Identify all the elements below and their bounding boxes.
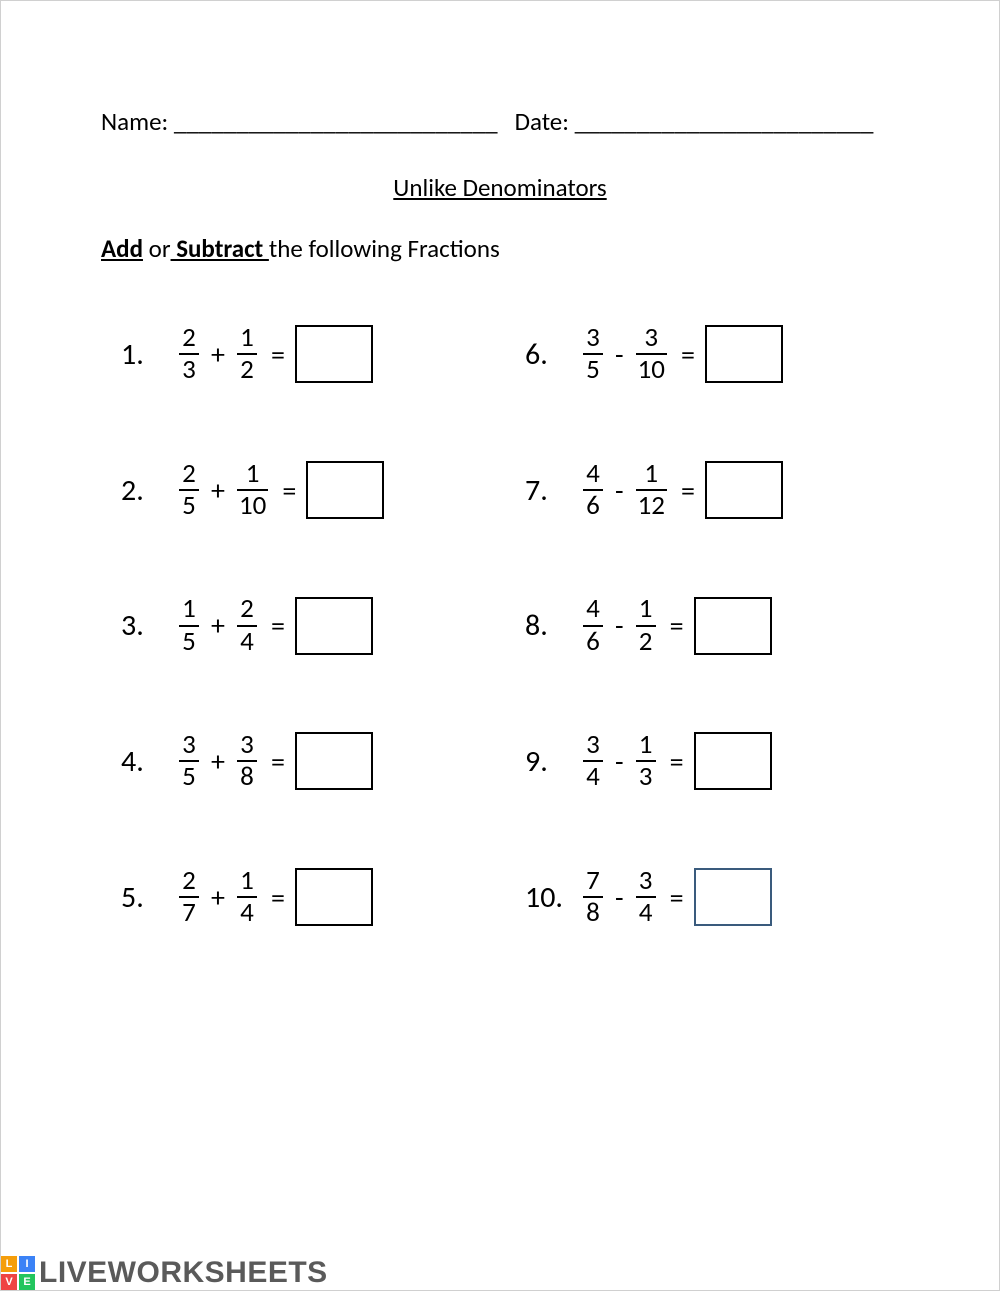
answer-box-9[interactable] xyxy=(694,732,772,790)
operator: - xyxy=(615,880,624,915)
operator: - xyxy=(615,608,624,643)
logo-cell: I xyxy=(19,1256,35,1272)
equals: = xyxy=(670,608,684,643)
problem-number: 6. xyxy=(525,336,583,373)
fraction-3b: 24 xyxy=(237,595,257,656)
date-blank[interactable]: ________________________ xyxy=(575,106,874,137)
operator: - xyxy=(615,473,624,508)
problem-number: 1. xyxy=(121,336,179,373)
equals: = xyxy=(271,744,285,779)
answer-box-6[interactable] xyxy=(705,325,783,383)
problem-2: 2. 25 + 110 = xyxy=(121,460,495,521)
operator: + xyxy=(211,337,225,372)
answer-box-2[interactable] xyxy=(306,461,384,519)
problem-4: 4. 35 + 38 = xyxy=(121,731,495,792)
fraction-6a: 35 xyxy=(583,324,603,385)
instruction-rest: the following Fractions xyxy=(269,233,500,264)
worksheet-page: Name: __________________________ Date: _… xyxy=(0,0,1000,1291)
fraction-1b: 12 xyxy=(237,324,257,385)
fraction-8a: 46 xyxy=(583,595,603,656)
instruction-add: Add xyxy=(101,233,143,264)
problem-number: 9. xyxy=(525,743,583,780)
equals: = xyxy=(670,744,684,779)
liveworksheets-logo: L I V E LIVEWORKSHEETS xyxy=(1,1256,328,1290)
fraction-3a: 15 xyxy=(179,595,199,656)
fraction-5b: 14 xyxy=(237,867,257,928)
fraction-9b: 13 xyxy=(636,731,656,792)
answer-box-5[interactable] xyxy=(295,868,373,926)
problem-number: 2. xyxy=(121,472,179,509)
problem-10: 10. 78 - 34 = xyxy=(525,867,899,928)
problem-3: 3. 15 + 24 = xyxy=(121,595,495,656)
problem-number: 4. xyxy=(121,743,179,780)
problem-number: 10. xyxy=(525,879,583,916)
fraction-8b: 12 xyxy=(636,595,656,656)
instruction-subtract: Subtract xyxy=(171,233,269,264)
logo-cell: V xyxy=(1,1274,17,1290)
fraction-10a: 78 xyxy=(583,867,603,928)
problem-number: 8. xyxy=(525,607,583,644)
header-line: Name: __________________________ Date: _… xyxy=(101,106,899,137)
problem-1: 1. 23 + 12 = xyxy=(121,324,495,385)
worksheet-title: Unlike Denominators xyxy=(101,172,899,203)
problem-9: 9. 34 - 13 = xyxy=(525,731,899,792)
problem-number: 3. xyxy=(121,607,179,644)
logo-cell: L xyxy=(1,1256,17,1272)
fraction-2a: 25 xyxy=(179,460,199,521)
fraction-2b: 110 xyxy=(237,460,268,521)
logo-grid-icon: L I V E xyxy=(1,1256,35,1290)
name-label: Name: xyxy=(101,106,168,137)
operator: + xyxy=(211,608,225,643)
answer-box-4[interactable] xyxy=(295,732,373,790)
equals: = xyxy=(681,473,695,508)
equals: = xyxy=(670,880,684,915)
problem-8: 8. 46 - 12 = xyxy=(525,595,899,656)
operator: - xyxy=(615,337,624,372)
fraction-9a: 34 xyxy=(583,731,603,792)
problem-number: 5. xyxy=(121,879,179,916)
equals: = xyxy=(271,608,285,643)
problem-number: 7. xyxy=(525,472,583,509)
equals: = xyxy=(282,473,296,508)
answer-box-1[interactable] xyxy=(295,325,373,383)
equals: = xyxy=(271,337,285,372)
equals: = xyxy=(271,880,285,915)
problem-6: 6. 35 - 310 = xyxy=(525,324,899,385)
operator: + xyxy=(211,473,225,508)
fraction-6b: 310 xyxy=(636,324,667,385)
problem-5: 5. 27 + 14 = xyxy=(121,867,495,928)
fraction-10b: 34 xyxy=(636,867,656,928)
fraction-7b: 112 xyxy=(636,460,667,521)
answer-box-7[interactable] xyxy=(705,461,783,519)
fraction-5a: 27 xyxy=(179,867,199,928)
answer-box-3[interactable] xyxy=(295,597,373,655)
fraction-4a: 35 xyxy=(179,731,199,792)
operator: + xyxy=(211,880,225,915)
problem-7: 7. 46 - 112 = xyxy=(525,460,899,521)
name-blank[interactable]: __________________________ xyxy=(174,106,498,137)
operator: + xyxy=(211,744,225,779)
answer-box-8[interactable] xyxy=(694,597,772,655)
fraction-7a: 46 xyxy=(583,460,603,521)
date-label: Date: xyxy=(515,106,569,137)
logo-text: LIVEWORKSHEETS xyxy=(39,1256,328,1290)
answer-box-10[interactable] xyxy=(694,868,772,926)
instruction-or: or xyxy=(143,233,171,264)
fraction-1a: 23 xyxy=(179,324,199,385)
logo-cell: E xyxy=(19,1274,35,1290)
instruction: Add or Subtract the following Fractions xyxy=(101,233,899,264)
equals: = xyxy=(681,337,695,372)
fraction-4b: 38 xyxy=(237,731,257,792)
problems-grid: 1. 23 + 12 = 6. 35 - 310 = 2. 25 + 110 =… xyxy=(101,324,899,927)
operator: - xyxy=(615,744,624,779)
